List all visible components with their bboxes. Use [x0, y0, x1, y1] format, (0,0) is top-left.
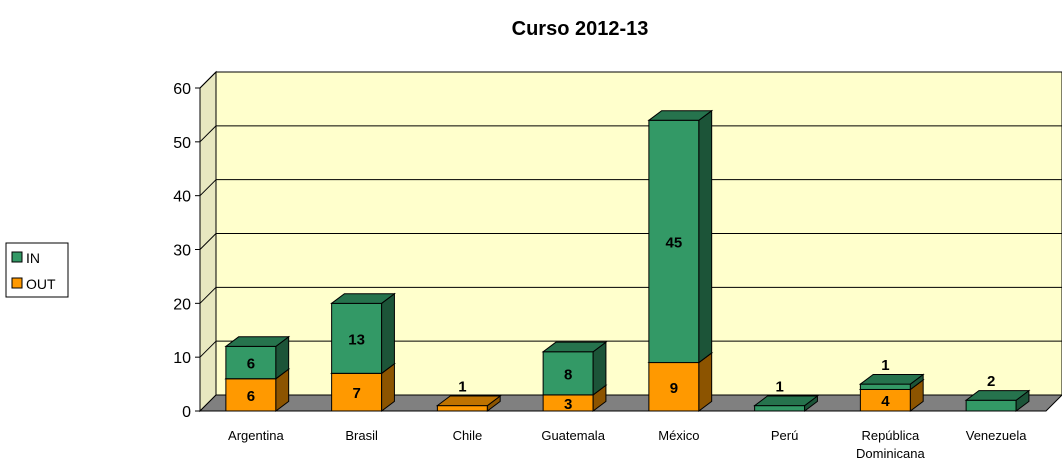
data-label: 45 — [666, 234, 683, 251]
plot-area — [198, 70, 1062, 413]
bar-in — [753, 395, 819, 413]
gridline-side — [199, 233, 217, 250]
bar-in — [330, 292, 396, 375]
y-tick-label: 20 — [173, 296, 191, 313]
legend-swatch — [11, 277, 23, 289]
y-axis: 0 10 20 30 40 50 60 — [173, 81, 201, 421]
data-label: 4 — [881, 393, 890, 410]
x-axis: Argentina Brasil Chile Guatemala México Perú R… — [228, 428, 1027, 461]
bar-in — [858, 373, 925, 391]
gridline-side — [199, 179, 217, 197]
bar-in — [224, 335, 291, 380]
legend-swatch — [11, 251, 23, 263]
chart-title: Curso 2012-13 — [512, 18, 649, 40]
gridline-side — [199, 286, 217, 304]
x-tick-label: República Dominicana — [856, 428, 925, 461]
legend: IN OUT — [5, 242, 69, 298]
x-tick-label: Chile — [453, 428, 483, 443]
data-label: 1 — [775, 379, 783, 396]
data-label: 6 — [247, 356, 255, 373]
x-tick-label: Venezuela — [966, 428, 1027, 443]
y-tick-label: 10 — [173, 350, 191, 367]
data-label: 3 — [564, 396, 572, 413]
x-tick-label: Guatemala — [541, 428, 605, 443]
data-label: 7 — [352, 385, 360, 402]
legend-label: IN — [26, 250, 40, 266]
bar-in — [541, 341, 608, 396]
data-label: 1 — [458, 379, 466, 396]
x-tick-label: Perú — [771, 428, 798, 443]
data-label: 6 — [247, 388, 255, 405]
data-label: 2 — [987, 373, 995, 390]
y-tick-label: 0 — [182, 404, 191, 421]
data-label: 8 — [564, 366, 572, 383]
data-label: 1 — [881, 357, 889, 374]
x-tick-label: Argentina — [228, 428, 284, 443]
x-tick-label: Brasil — [345, 428, 378, 443]
gridline-side — [199, 125, 217, 143]
bar-in — [647, 109, 714, 364]
x-tick-label: México — [658, 428, 699, 443]
data-label: 9 — [670, 380, 678, 397]
y-tick-label: 50 — [173, 135, 191, 152]
gridline-side — [199, 71, 217, 89]
y-tick-label: 60 — [173, 81, 191, 98]
y-tick-label: 40 — [173, 189, 191, 206]
legend-label: OUT — [26, 276, 56, 292]
bar-out — [435, 395, 502, 413]
floor — [198, 394, 1062, 412]
y-tick-label: 30 — [173, 243, 191, 260]
bar-in — [964, 389, 1031, 412]
gridline-side — [199, 340, 217, 358]
data-label: 13 — [348, 331, 365, 348]
